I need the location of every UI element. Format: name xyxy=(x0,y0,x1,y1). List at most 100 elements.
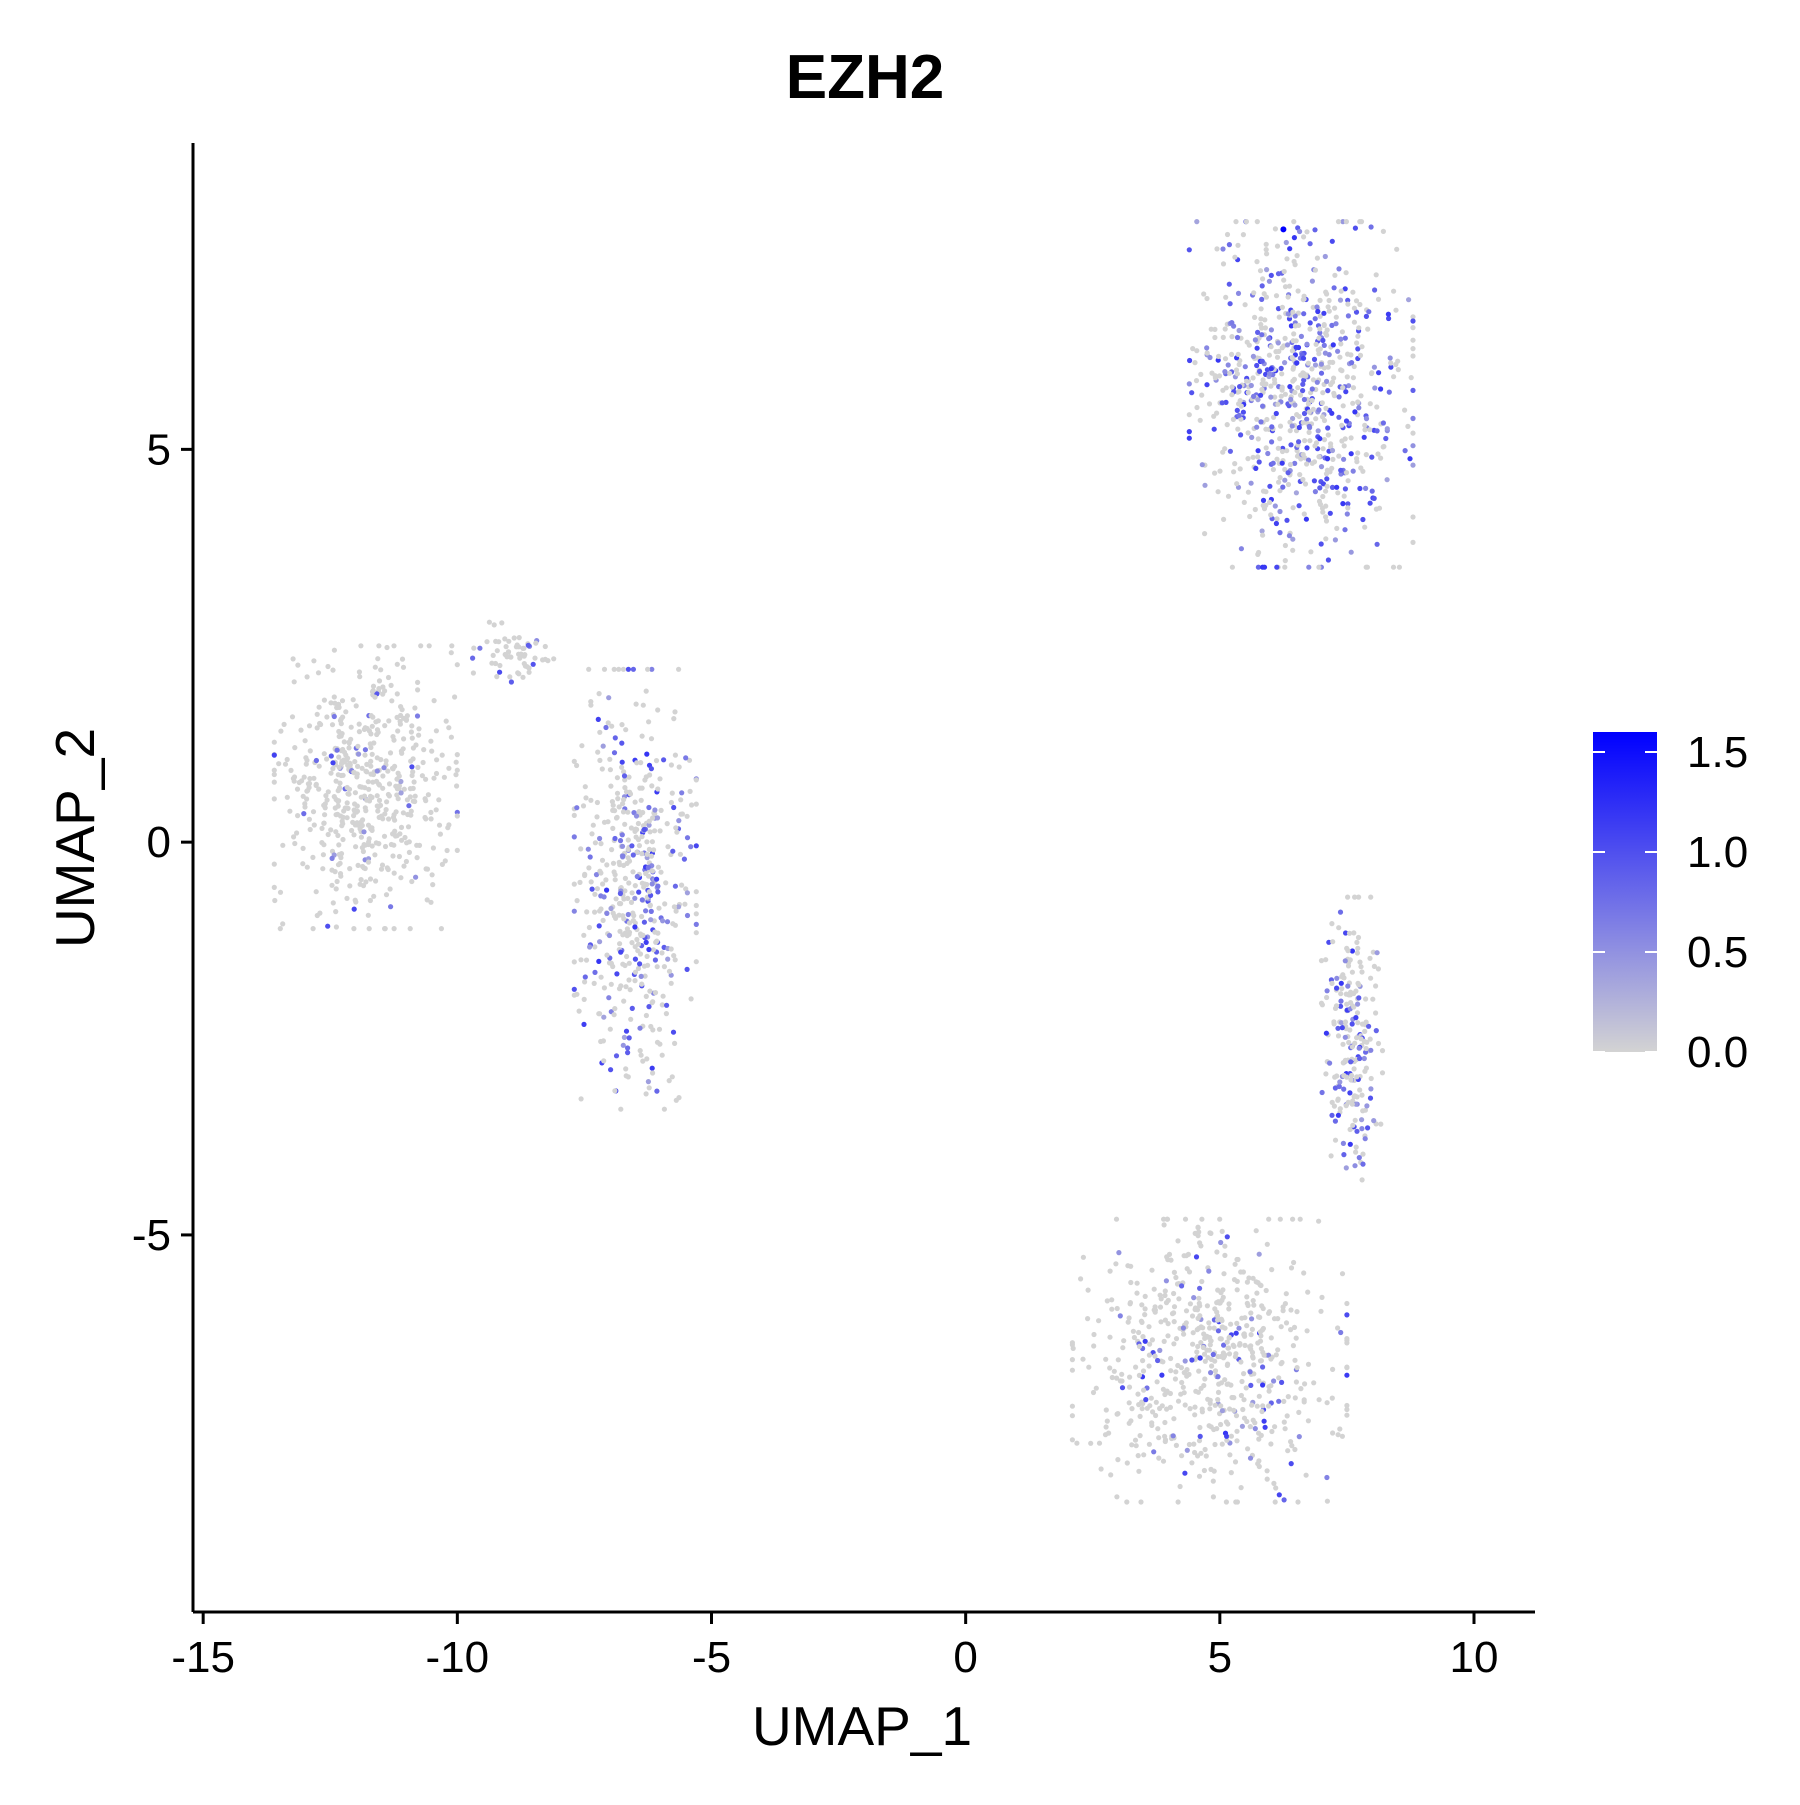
cell-point xyxy=(1369,454,1375,460)
cell-point xyxy=(1224,231,1231,238)
cell-point xyxy=(1255,1340,1261,1346)
cell-point xyxy=(1266,1216,1272,1222)
cell-point xyxy=(1271,414,1277,420)
cell-point xyxy=(670,1029,677,1035)
cell-point xyxy=(617,941,623,947)
cell-point xyxy=(1335,490,1341,496)
cell-point xyxy=(453,759,459,765)
cell-point xyxy=(1165,1333,1171,1339)
cell-point xyxy=(1282,360,1288,366)
cell-point xyxy=(1353,1015,1359,1021)
cell-point xyxy=(300,793,306,799)
cell-point xyxy=(343,709,349,715)
cell-point xyxy=(1271,1316,1278,1322)
cell-point xyxy=(1103,1424,1109,1430)
cell-point xyxy=(1278,365,1284,371)
cell-point xyxy=(1301,234,1307,240)
cell-point xyxy=(1290,338,1296,344)
cell-point xyxy=(1337,297,1344,303)
cell-point xyxy=(319,825,325,832)
cell-point xyxy=(1244,1279,1250,1285)
cell-point xyxy=(1257,1314,1263,1320)
cell-point xyxy=(439,752,445,758)
cell-point xyxy=(1225,1421,1231,1427)
cell-point xyxy=(641,919,648,925)
cell-point xyxy=(354,808,361,814)
cell-point xyxy=(1291,1259,1297,1266)
cell-point xyxy=(1323,536,1329,542)
cell-point xyxy=(330,900,336,906)
cell-point xyxy=(1305,457,1312,463)
cell-point xyxy=(1278,393,1284,399)
cell-point xyxy=(581,1021,587,1027)
cell-point xyxy=(428,816,434,822)
cell-point xyxy=(1221,1271,1227,1277)
cell-point xyxy=(655,864,662,870)
cell-point xyxy=(687,788,693,795)
cell-point xyxy=(1136,1468,1142,1474)
cell-point xyxy=(1215,1328,1221,1334)
cell-point xyxy=(1229,1394,1235,1401)
cell-point xyxy=(1386,315,1392,322)
cell-point xyxy=(1344,511,1350,517)
cell-point xyxy=(1146,1363,1152,1369)
cell-point xyxy=(1125,1319,1131,1325)
cell-point xyxy=(1264,1241,1270,1247)
cell-point xyxy=(1182,1358,1188,1364)
cell-point xyxy=(1151,1286,1157,1292)
cell-point xyxy=(1341,443,1347,449)
cell-point xyxy=(652,929,658,935)
cell-point xyxy=(1268,327,1274,333)
cell-point xyxy=(1342,1034,1348,1040)
cell-point xyxy=(591,980,597,987)
cell-point xyxy=(338,851,345,857)
cell-point xyxy=(352,790,358,796)
cell-point xyxy=(1340,1140,1346,1146)
cell-point xyxy=(336,786,342,792)
cell-point xyxy=(520,674,526,680)
cell-point xyxy=(1386,389,1392,395)
cell-point xyxy=(1204,345,1210,351)
cell-point xyxy=(1236,388,1242,395)
cell-point xyxy=(347,762,353,768)
cell-point xyxy=(620,1042,626,1048)
cell-point xyxy=(409,764,415,770)
cell-point xyxy=(609,799,616,805)
cell-point xyxy=(387,750,394,756)
cell-point xyxy=(630,852,636,858)
cell-point xyxy=(1220,1287,1226,1293)
cell-point xyxy=(571,812,577,819)
cell-point xyxy=(646,1004,652,1010)
cell-point xyxy=(1219,400,1225,406)
cell-point xyxy=(374,731,380,738)
cell-point xyxy=(1358,465,1364,471)
cell-point xyxy=(1335,1112,1341,1118)
cell-point xyxy=(1197,417,1203,423)
cell-point xyxy=(578,957,584,963)
cell-point xyxy=(321,697,327,703)
cell-point xyxy=(348,724,354,730)
cell-point xyxy=(1320,493,1326,500)
cell-point xyxy=(1263,1287,1269,1294)
cell-point xyxy=(1348,549,1354,555)
cell-point xyxy=(655,883,661,889)
cell-point xyxy=(453,772,459,778)
cell-point xyxy=(1260,497,1267,503)
cell-point xyxy=(1328,381,1334,388)
cell-point xyxy=(1363,1065,1369,1071)
cell-point xyxy=(321,751,327,757)
cell-point xyxy=(1225,1345,1231,1351)
cell-point xyxy=(1282,466,1288,473)
cell-point xyxy=(683,755,689,761)
cell-point xyxy=(1069,1340,1075,1346)
cell-point xyxy=(1162,1419,1168,1426)
cell-point xyxy=(415,764,421,771)
cell-point xyxy=(1260,403,1266,409)
cell-point xyxy=(1368,1075,1374,1082)
cell-point xyxy=(344,784,350,791)
cell-point xyxy=(653,758,660,764)
cell-point xyxy=(1210,1494,1216,1500)
cell-point xyxy=(1393,307,1399,313)
cell-point xyxy=(1335,219,1342,225)
cell-point xyxy=(643,939,649,946)
